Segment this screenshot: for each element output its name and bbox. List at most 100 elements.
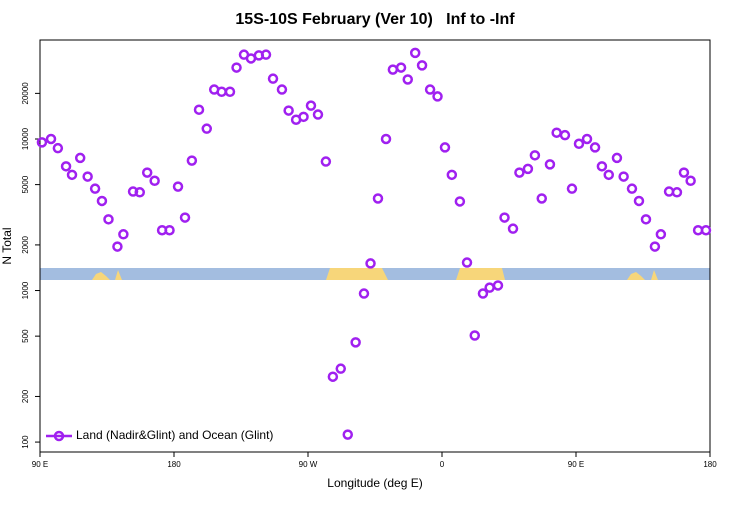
- data-point: [596, 161, 608, 172]
- data-point: [380, 133, 392, 145]
- data-point: [134, 187, 146, 198]
- data-point: [82, 171, 93, 182]
- legend-marker: [53, 430, 65, 442]
- data-point: [186, 155, 198, 166]
- data-point: [172, 181, 184, 192]
- data-point: [649, 241, 661, 252]
- data-point: [589, 142, 601, 153]
- x-axis-label: Longitude (deg E): [327, 476, 422, 490]
- data-point: [469, 330, 481, 341]
- chart-title: 15S-10S February (Ver 10) Inf to -Inf: [235, 11, 515, 28]
- land-patch: [326, 268, 388, 280]
- data-point: [267, 73, 279, 84]
- y-tick-label: 5000: [21, 175, 30, 193]
- data-point: [260, 49, 272, 60]
- data-point: [454, 196, 466, 207]
- data-point: [179, 212, 191, 223]
- data-point: [566, 183, 578, 194]
- data-point: [499, 212, 510, 223]
- data-point: [216, 86, 227, 97]
- data-point: [424, 84, 436, 95]
- data-point: [573, 138, 585, 150]
- data-point: [45, 133, 57, 145]
- data-point: [312, 109, 324, 120]
- data-point: [60, 161, 72, 172]
- data-point: [477, 288, 489, 299]
- data-point: [387, 64, 399, 75]
- data-point: [611, 152, 623, 164]
- data-point: [141, 167, 153, 178]
- data-point: [551, 127, 562, 138]
- y-axis-label: N Total: [0, 227, 14, 264]
- data-point: [507, 223, 519, 234]
- data-point: [484, 282, 495, 293]
- data-point: [103, 214, 114, 225]
- data-point: [536, 193, 548, 204]
- data-point: [350, 337, 361, 348]
- data-point: [36, 137, 48, 148]
- data-point: [581, 133, 593, 145]
- data-point: [409, 47, 421, 59]
- data-point: [231, 62, 242, 73]
- data-point: [446, 169, 458, 181]
- data-point: [89, 183, 101, 194]
- data-point: [544, 159, 556, 170]
- y-tick-label: 2000: [21, 235, 30, 253]
- y-tick-label: 500: [21, 329, 30, 343]
- data-point: [522, 163, 534, 175]
- data-point: [678, 167, 690, 178]
- data-point: [164, 224, 175, 236]
- data-point: [685, 175, 696, 187]
- land-patch: [92, 270, 122, 280]
- data-point: [700, 224, 712, 236]
- data-point: [342, 429, 354, 440]
- data-point: [283, 105, 294, 116]
- data-point: [112, 241, 123, 252]
- plot-frame: [39, 39, 711, 453]
- y-tick-label: 100: [21, 435, 30, 449]
- data-point: [298, 111, 309, 123]
- y-tick-label: 20000: [21, 82, 30, 105]
- surface-strip: [40, 268, 710, 280]
- data-point: [335, 363, 347, 374]
- data-point: [74, 152, 86, 164]
- data-point: [514, 167, 525, 178]
- data-point: [224, 86, 236, 97]
- x-tick-label: 0: [440, 460, 445, 469]
- data-point: [618, 171, 629, 182]
- data-point: [603, 169, 615, 181]
- data-point: [633, 195, 645, 207]
- data-point: [118, 229, 129, 240]
- data-point: [461, 257, 473, 268]
- x-tick-label: 180: [167, 460, 181, 469]
- data-point: [395, 62, 407, 73]
- data-point: [432, 91, 443, 102]
- data-point: [671, 187, 683, 198]
- data-point: [416, 60, 428, 71]
- data-point: [52, 142, 64, 154]
- data-point: [358, 288, 370, 299]
- land-patch: [456, 268, 505, 280]
- data-point: [492, 280, 504, 291]
- y-tick-label: 10000: [21, 127, 30, 150]
- data-point: [193, 104, 205, 115]
- data-point: [365, 258, 376, 269]
- legend-label: Land (Nadir&Glint) and Ocean (Glint): [76, 428, 273, 442]
- data-point: [559, 129, 571, 141]
- x-tick-label: 180: [703, 460, 717, 469]
- data-point: [439, 142, 451, 153]
- x-tick-label: 90 E: [32, 460, 48, 469]
- data-point: [402, 74, 414, 85]
- data-point: [372, 193, 384, 204]
- data-point: [66, 169, 78, 181]
- data-point: [305, 100, 317, 111]
- data-point: [201, 123, 213, 134]
- y-tick-label: 200: [21, 389, 30, 403]
- data-point: [96, 195, 108, 207]
- x-tick-label: 90 W: [299, 460, 318, 469]
- land-patch: [627, 270, 658, 280]
- data-point: [626, 183, 638, 194]
- x-tick-label: 90 E: [568, 460, 584, 469]
- data-point: [276, 84, 288, 95]
